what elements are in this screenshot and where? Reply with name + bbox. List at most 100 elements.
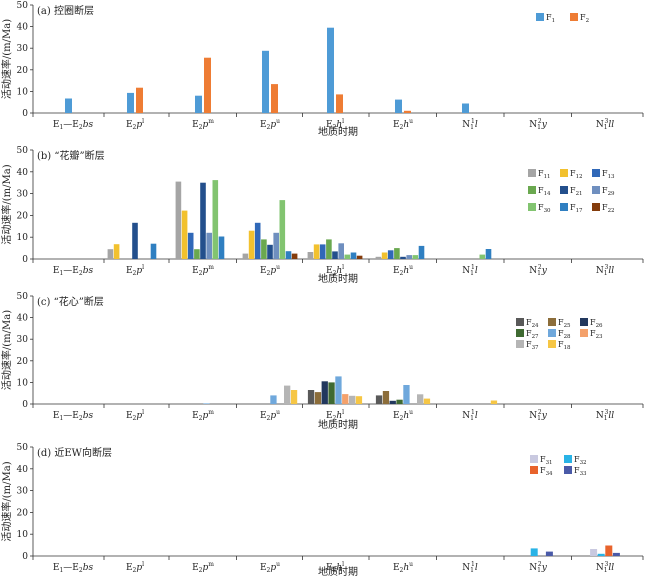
bar bbox=[254, 222, 261, 259]
legend: F11 F12 F13 F14 F21 F29 F30 F17 F22 bbox=[528, 169, 615, 214]
bar bbox=[313, 244, 320, 259]
bar bbox=[326, 239, 332, 259]
bar bbox=[403, 385, 410, 404]
legend-swatch bbox=[570, 13, 578, 21]
y-tick-label: 0 bbox=[22, 109, 28, 119]
legend-swatch bbox=[516, 340, 524, 348]
bar bbox=[344, 254, 351, 259]
bar bbox=[290, 390, 298, 404]
bar bbox=[356, 255, 363, 259]
bar bbox=[319, 244, 326, 259]
y-tick-label: 30 bbox=[17, 190, 29, 200]
bar bbox=[270, 395, 277, 404]
legend-label: F24 bbox=[526, 318, 539, 329]
x-tick-label: E2hu bbox=[393, 409, 413, 422]
legend: F24 F25 F26 F27 F28 F23 F37 F18 bbox=[516, 318, 603, 351]
bar bbox=[285, 251, 292, 259]
panel-title: (c) “花心”断层 bbox=[37, 295, 104, 308]
legend-label: F25 bbox=[558, 318, 571, 329]
legend-swatch bbox=[530, 455, 538, 463]
x-tick-label: E2pl bbox=[126, 264, 144, 277]
bar bbox=[389, 400, 396, 404]
legend-label: F13 bbox=[602, 169, 615, 180]
bar bbox=[332, 251, 338, 259]
bar bbox=[338, 243, 344, 259]
x-axis-label: 地质时期 bbox=[318, 272, 358, 285]
legend-swatch bbox=[516, 329, 524, 337]
legend-label: F34 bbox=[540, 466, 553, 477]
y-tick-label: 50 bbox=[17, 146, 29, 156]
bar bbox=[248, 230, 255, 259]
x-tick-label: N11l bbox=[462, 409, 478, 422]
x-tick-label: E2hl bbox=[326, 409, 344, 422]
bar bbox=[203, 403, 210, 404]
panel-title: (b) “花瓣”断层 bbox=[37, 149, 105, 162]
panel-title: (a) 控圈断层 bbox=[37, 4, 94, 17]
panel-2: 0 10 20 30 40 50 E1—E2bs E2pl E2pm E2pu E2hl E2hu N1… bbox=[0, 146, 644, 285]
legend-label: F31 bbox=[540, 455, 553, 466]
legend-label: F23 bbox=[590, 329, 603, 340]
bar bbox=[462, 103, 469, 113]
legend-label: F37 bbox=[526, 340, 539, 351]
x-tick-label: E2pu bbox=[260, 561, 280, 574]
x-tick-label: E2pu bbox=[260, 264, 280, 277]
legend-label: F27 bbox=[526, 329, 539, 340]
y-tick-label: 40 bbox=[17, 465, 29, 475]
bar bbox=[65, 98, 72, 113]
legend-label: F30 bbox=[538, 203, 551, 214]
legend-label: F11 bbox=[538, 169, 551, 180]
bar bbox=[335, 376, 342, 404]
x-tick-label: E2hu bbox=[393, 118, 413, 131]
x-tick-label: N11l bbox=[462, 118, 478, 131]
y-tick-label: 20 bbox=[17, 508, 29, 518]
bar bbox=[136, 87, 143, 113]
legend-label: F17 bbox=[570, 203, 583, 214]
legend-swatch bbox=[548, 318, 556, 326]
bar bbox=[261, 239, 267, 259]
x-axis-label: 地质时期 bbox=[318, 418, 358, 431]
x-tick-label: N12y bbox=[529, 264, 548, 277]
bar bbox=[271, 84, 278, 113]
bar bbox=[387, 250, 394, 259]
bar bbox=[242, 253, 249, 259]
bar bbox=[597, 553, 605, 556]
legend-swatch bbox=[592, 169, 600, 177]
bar bbox=[336, 94, 343, 113]
bar bbox=[194, 249, 200, 259]
legend-swatch bbox=[548, 329, 556, 337]
bar bbox=[181, 210, 188, 259]
y-tick-label: 20 bbox=[17, 66, 29, 76]
x-tick-label: E2hu bbox=[393, 561, 413, 574]
x-tick-label: N13ll bbox=[596, 561, 614, 574]
bar bbox=[605, 545, 613, 556]
bar bbox=[212, 180, 219, 259]
y-tick-label: 40 bbox=[17, 23, 29, 33]
bar bbox=[545, 551, 553, 556]
legend-swatch bbox=[530, 466, 538, 474]
x-tick-label: N12y bbox=[529, 409, 548, 422]
x-tick-label: E1—E2bs bbox=[53, 411, 94, 422]
y-tick-label: 10 bbox=[17, 87, 29, 97]
x-tick-label: E2pm bbox=[192, 264, 214, 277]
legend-label: F29 bbox=[602, 186, 615, 197]
bar bbox=[479, 254, 486, 259]
bar bbox=[327, 27, 334, 114]
legend: F31 F32 F34 F33 bbox=[530, 455, 587, 477]
x-tick-label: N12y bbox=[529, 561, 548, 574]
legend-label: F32 bbox=[574, 455, 587, 466]
bar bbox=[107, 249, 114, 259]
y-tick-label: 20 bbox=[17, 211, 29, 221]
bar bbox=[307, 252, 314, 259]
y-tick-label: 30 bbox=[17, 487, 29, 497]
x-tick-label: N11l bbox=[462, 264, 478, 277]
y-tick-label: 40 bbox=[17, 314, 29, 324]
bar bbox=[404, 110, 411, 113]
y-tick-label: 50 bbox=[17, 443, 29, 453]
panel-3: 0 10 20 30 40 50 E1—E2bs E2pl E2pm E2pu E2hl E2hu N1… bbox=[0, 292, 644, 431]
x-tick-label: E1—E2bs bbox=[53, 266, 94, 277]
y-tick-label: 30 bbox=[17, 335, 29, 345]
legend-label: F21 bbox=[570, 186, 583, 197]
x-tick-label: E2hl bbox=[326, 118, 344, 131]
legend-label: F14 bbox=[538, 186, 551, 197]
legend: F1 F2 bbox=[536, 13, 589, 24]
